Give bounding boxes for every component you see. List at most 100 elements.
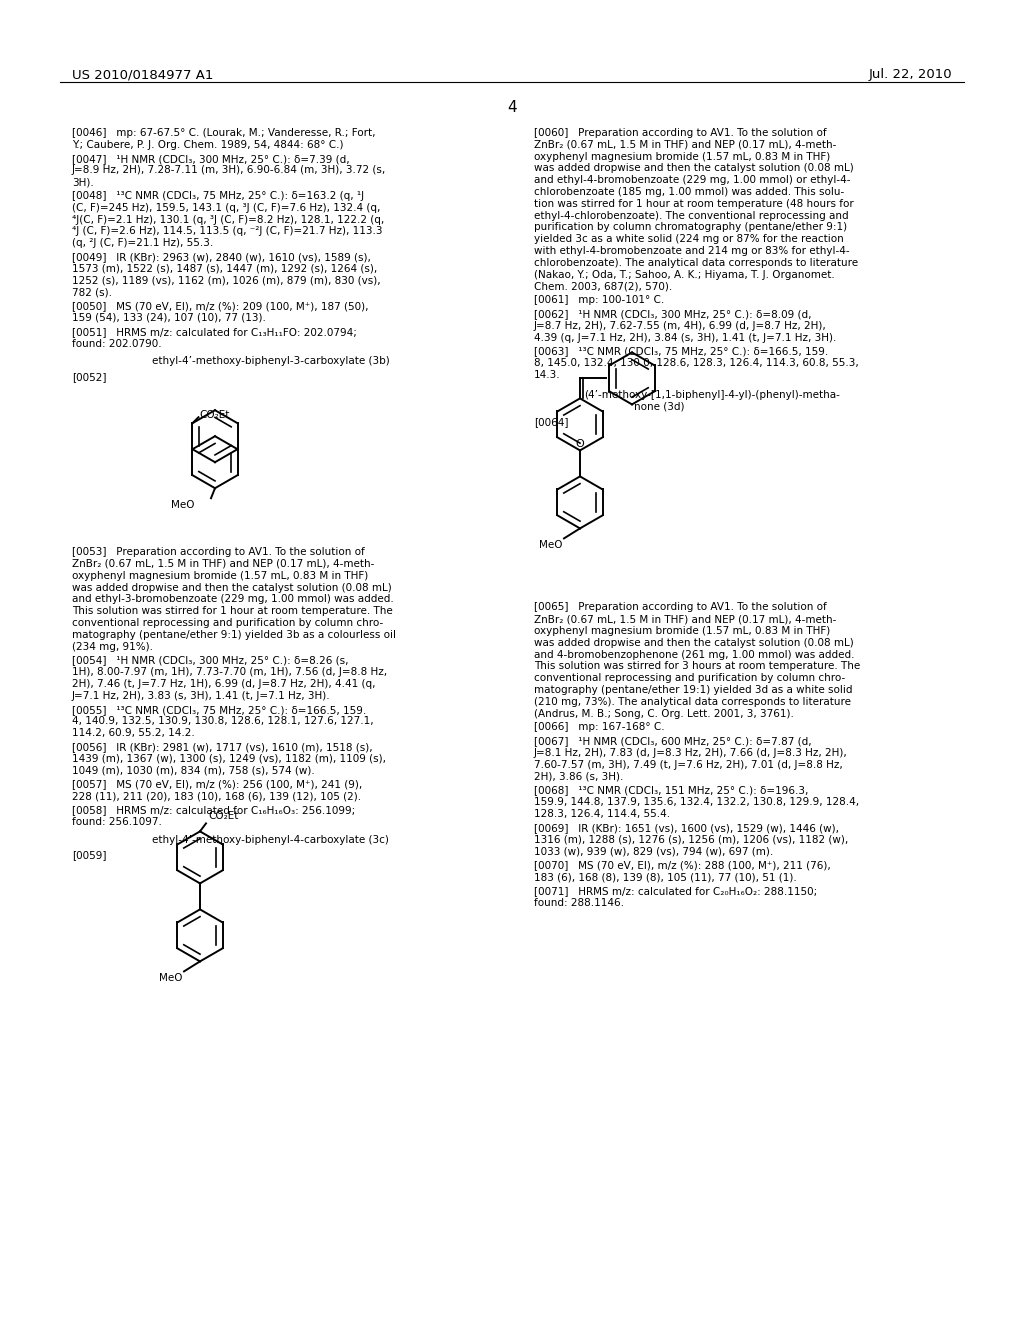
Text: [0048]   ¹³C NMR (CDCl₃, 75 MHz, 25° C.): δ=163.2 (q, ¹J: [0048] ¹³C NMR (CDCl₃, 75 MHz, 25° C.): … [72, 191, 365, 201]
Text: 4, 140.9, 132.5, 130.9, 130.8, 128.6, 128.1, 127.6, 127.1,: 4, 140.9, 132.5, 130.9, 130.8, 128.6, 12… [72, 717, 374, 726]
Text: 159.9, 144.8, 137.9, 135.6, 132.4, 132.2, 130.8, 129.9, 128.4,: 159.9, 144.8, 137.9, 135.6, 132.4, 132.2… [534, 797, 859, 808]
Text: 1573 (m), 1522 (s), 1487 (s), 1447 (m), 1292 (s), 1264 (s),: 1573 (m), 1522 (s), 1487 (s), 1447 (m), … [72, 264, 377, 273]
Text: [0057]   MS (70 eV, EI), m/z (%): 256 (100, M⁺), 241 (9),: [0057] MS (70 eV, EI), m/z (%): 256 (100… [72, 779, 362, 789]
Text: 1049 (m), 1030 (m), 834 (m), 758 (s), 574 (w).: 1049 (m), 1030 (m), 834 (m), 758 (s), 57… [72, 766, 314, 776]
Text: 3H).: 3H). [72, 177, 94, 187]
Text: [0049]   IR (KBr): 2963 (w), 2840 (w), 1610 (vs), 1589 (s),: [0049] IR (KBr): 2963 (w), 2840 (w), 161… [72, 252, 371, 261]
Text: ⁴J (C, F)=2.6 Hz), 114.5, 113.5 (q, ⁻²J (C, F)=21.7 Hz), 113.3: ⁴J (C, F)=2.6 Hz), 114.5, 113.5 (q, ⁻²J … [72, 227, 383, 236]
Text: 2H), 3.86 (s, 3H).: 2H), 3.86 (s, 3H). [534, 772, 624, 781]
Text: [0071]   HRMS m/z: calculated for C₂₀H₁₆O₂: 288.1150;: [0071] HRMS m/z: calculated for C₂₀H₁₆O₂… [534, 886, 817, 896]
Text: chlorobenzoate (185 mg, 1.00 mmol) was added. This solu-: chlorobenzoate (185 mg, 1.00 mmol) was a… [534, 187, 844, 197]
Text: J=8.7 Hz, 2H), 7.62-7.55 (m, 4H), 6.99 (d, J=8.7 Hz, 2H),: J=8.7 Hz, 2H), 7.62-7.55 (m, 4H), 6.99 (… [534, 321, 826, 331]
Text: was added dropwise and then the catalyst solution (0.08 mL): was added dropwise and then the catalyst… [72, 582, 392, 593]
Text: ZnBr₂ (0.67 mL, 1.5 M in THF) and NEP (0.17 mL), 4-meth-: ZnBr₂ (0.67 mL, 1.5 M in THF) and NEP (0… [534, 140, 837, 149]
Text: [0064]: [0064] [534, 417, 568, 428]
Text: (210 mg, 73%). The analytical data corresponds to literature: (210 mg, 73%). The analytical data corre… [534, 697, 851, 706]
Text: J=8.9 Hz, 2H), 7.28-7.11 (m, 3H), 6.90-6.84 (m, 3H), 3.72 (s,: J=8.9 Hz, 2H), 7.28-7.11 (m, 3H), 6.90-6… [72, 165, 386, 176]
Text: oxyphenyl magnesium bromide (1.57 mL, 0.83 M in THF): oxyphenyl magnesium bromide (1.57 mL, 0.… [72, 570, 369, 581]
Text: found: 202.0790.: found: 202.0790. [72, 339, 162, 348]
Text: [0052]: [0052] [72, 372, 106, 383]
Text: [0067]   ¹H NMR (CDCl₃, 600 MHz, 25° C.): δ=7.87 (d,: [0067] ¹H NMR (CDCl₃, 600 MHz, 25° C.): … [534, 737, 812, 746]
Text: oxyphenyl magnesium bromide (1.57 mL, 0.83 M in THF): oxyphenyl magnesium bromide (1.57 mL, 0.… [534, 152, 830, 161]
Text: chlorobenzoate). The analytical data corresponds to literature: chlorobenzoate). The analytical data cor… [534, 257, 858, 268]
Text: MeO: MeO [171, 500, 195, 511]
Text: [0060]   Preparation according to AV1. To the solution of: [0060] Preparation according to AV1. To … [534, 128, 826, 139]
Text: [0053]   Preparation according to AV1. To the solution of: [0053] Preparation according to AV1. To … [72, 548, 365, 557]
Text: 7.60-7.57 (m, 3H), 7.49 (t, J=7.6 Hz, 2H), 7.01 (d, J=8.8 Hz,: 7.60-7.57 (m, 3H), 7.49 (t, J=7.6 Hz, 2H… [534, 760, 843, 770]
Text: [0050]   MS (70 eV, EI), m/z (%): 209 (100, M⁺), 187 (50),: [0050] MS (70 eV, EI), m/z (%): 209 (100… [72, 301, 369, 312]
Text: was added dropwise and then the catalyst solution (0.08 mL): was added dropwise and then the catalyst… [534, 638, 854, 648]
Text: and ethyl-3-bromobenzoate (229 mg, 1.00 mmol) was added.: and ethyl-3-bromobenzoate (229 mg, 1.00 … [72, 594, 394, 605]
Text: CO₂Et: CO₂Et [200, 411, 229, 420]
Text: none (3d): none (3d) [634, 401, 684, 412]
Text: oxyphenyl magnesium bromide (1.57 mL, 0.83 M in THF): oxyphenyl magnesium bromide (1.57 mL, 0.… [534, 626, 830, 636]
Text: Chem. 2003, 687(2), 570).: Chem. 2003, 687(2), 570). [534, 281, 672, 292]
Text: [0061]   mp: 100-101° C.: [0061] mp: 100-101° C. [534, 296, 665, 305]
Text: [0069]   IR (KBr): 1651 (vs), 1600 (vs), 1529 (w), 1446 (w),: [0069] IR (KBr): 1651 (vs), 1600 (vs), 1… [534, 822, 839, 833]
Text: MeO: MeO [159, 973, 182, 983]
Text: (4’-methoxy-[1,1-biphenyl]-4-yl)-(phenyl)-metha-: (4’-methoxy-[1,1-biphenyl]-4-yl)-(phenyl… [584, 389, 840, 400]
Text: Jul. 22, 2010: Jul. 22, 2010 [868, 69, 952, 81]
Text: [0068]   ¹³C NMR (CDCl₃, 151 MHz, 25° C.): δ=196.3,: [0068] ¹³C NMR (CDCl₃, 151 MHz, 25° C.):… [534, 785, 808, 796]
Text: ethyl-4-chlorobenzoate). The conventional reprocessing and: ethyl-4-chlorobenzoate). The conventiona… [534, 211, 849, 220]
Text: [0066]   mp: 167-168° C.: [0066] mp: 167-168° C. [534, 722, 665, 733]
Text: CO₂Et: CO₂Et [208, 812, 239, 821]
Text: 4.39 (q, J=7.1 Hz, 2H), 3.84 (s, 3H), 1.41 (t, J=7.1 Hz, 3H).: 4.39 (q, J=7.1 Hz, 2H), 3.84 (s, 3H), 1.… [534, 333, 837, 343]
Text: 4: 4 [507, 100, 517, 115]
Text: [0070]   MS (70 eV, EI), m/z (%): 288 (100, M⁺), 211 (76),: [0070] MS (70 eV, EI), m/z (%): 288 (100… [534, 861, 830, 870]
Text: (q, ²J (C, F)=21.1 Hz), 55.3.: (q, ²J (C, F)=21.1 Hz), 55.3. [72, 238, 213, 248]
Text: [0056]   IR (KBr): 2981 (w), 1717 (vs), 1610 (m), 1518 (s),: [0056] IR (KBr): 2981 (w), 1717 (vs), 16… [72, 742, 373, 752]
Text: 782 (s).: 782 (s). [72, 288, 112, 297]
Text: 1316 (m), 1288 (s), 1276 (s), 1256 (m), 1206 (vs), 1182 (w),: 1316 (m), 1288 (s), 1276 (s), 1256 (m), … [534, 834, 848, 845]
Text: ethyl-4’-methoxy-biphenyl-4-carboxylate (3c): ethyl-4’-methoxy-biphenyl-4-carboxylate … [152, 834, 389, 845]
Text: found: 288.1146.: found: 288.1146. [534, 898, 624, 908]
Text: [0065]   Preparation according to AV1. To the solution of: [0065] Preparation according to AV1. To … [534, 602, 826, 612]
Text: 228 (11), 211 (20), 183 (10), 168 (6), 139 (12), 105 (2).: 228 (11), 211 (20), 183 (10), 168 (6), 1… [72, 791, 361, 801]
Text: ⁴J(C, F)=2.1 Hz), 130.1 (q, ³J (C, F)=8.2 Hz), 128.1, 122.2 (q,: ⁴J(C, F)=2.1 Hz), 130.1 (q, ³J (C, F)=8.… [72, 215, 384, 224]
Text: [0054]   ¹H NMR (CDCl₃, 300 MHz, 25° C.): δ=8.26 (s,: [0054] ¹H NMR (CDCl₃, 300 MHz, 25° C.): … [72, 656, 348, 665]
Text: conventional reprocessing and purification by column chro-: conventional reprocessing and purificati… [72, 618, 383, 628]
Text: (C, F)=245 Hz), 159.5, 143.1 (q, ³J (C, F)=7.6 Hz), 132.4 (q,: (C, F)=245 Hz), 159.5, 143.1 (q, ³J (C, … [72, 203, 380, 213]
Text: 1252 (s), 1189 (vs), 1162 (m), 1026 (m), 879 (m), 830 (vs),: 1252 (s), 1189 (vs), 1162 (m), 1026 (m),… [72, 276, 381, 285]
Text: 1H), 8.00-7.97 (m, 1H), 7.73-7.70 (m, 1H), 7.56 (d, J=8.8 Hz,: 1H), 8.00-7.97 (m, 1H), 7.73-7.70 (m, 1H… [72, 667, 387, 677]
Text: [0059]: [0059] [72, 850, 106, 861]
Text: 159 (54), 133 (24), 107 (10), 77 (13).: 159 (54), 133 (24), 107 (10), 77 (13). [72, 313, 266, 323]
Text: [0058]   HRMS m/z: calculated for C₁₆H₁₆O₃: 256.1099;: [0058] HRMS m/z: calculated for C₁₆H₁₆O₃… [72, 805, 355, 814]
Text: US 2010/0184977 A1: US 2010/0184977 A1 [72, 69, 213, 81]
Text: (234 mg, 91%).: (234 mg, 91%). [72, 642, 153, 652]
Text: Y.; Caubere, P. J. Org. Chem. 1989, 54, 4844: 68° C.): Y.; Caubere, P. J. Org. Chem. 1989, 54, … [72, 140, 343, 149]
Text: 8, 145.0, 132.4, 130.0, 128.6, 128.3, 126.4, 114.3, 60.8, 55.3,: 8, 145.0, 132.4, 130.0, 128.6, 128.3, 12… [534, 358, 859, 368]
Text: yielded 3c as a white solid (224 mg or 87% for the reaction: yielded 3c as a white solid (224 mg or 8… [534, 234, 844, 244]
Text: [0051]   HRMS m/z: calculated for C₁₃H₁₁FO: 202.0794;: [0051] HRMS m/z: calculated for C₁₃H₁₁FO… [72, 327, 357, 337]
Text: [0063]   ¹³C NMR (CDCl₃, 75 MHz, 25° C.): δ=166.5, 159.: [0063] ¹³C NMR (CDCl₃, 75 MHz, 25° C.): … [534, 346, 828, 356]
Text: purification by column chromatography (pentane/ether 9:1): purification by column chromatography (p… [534, 222, 847, 232]
Text: ZnBr₂ (0.67 mL, 1.5 M in THF) and NEP (0.17 mL), 4-meth-: ZnBr₂ (0.67 mL, 1.5 M in THF) and NEP (0… [534, 614, 837, 624]
Text: matography (pentane/ether 19:1) yielded 3d as a white solid: matography (pentane/ether 19:1) yielded … [534, 685, 853, 696]
Text: ethyl-4’-methoxy-biphenyl-3-carboxylate (3b): ethyl-4’-methoxy-biphenyl-3-carboxylate … [152, 356, 390, 367]
Text: 114.2, 60.9, 55.2, 14.2.: 114.2, 60.9, 55.2, 14.2. [72, 729, 195, 738]
Text: [0062]   ¹H NMR (CDCl₃, 300 MHz, 25° C.): δ=8.09 (d,: [0062] ¹H NMR (CDCl₃, 300 MHz, 25° C.): … [534, 309, 811, 319]
Text: [0046]   mp: 67-67.5° C. (Lourak, M.; Vanderesse, R.; Fort,: [0046] mp: 67-67.5° C. (Lourak, M.; Vand… [72, 128, 376, 139]
Text: matography (pentane/ether 9:1) yielded 3b as a colourless oil: matography (pentane/ether 9:1) yielded 3… [72, 630, 396, 640]
Text: and ethyl-4-bromobenzoate (229 mg, 1.00 mmol) or ethyl-4-: and ethyl-4-bromobenzoate (229 mg, 1.00 … [534, 176, 851, 185]
Text: (Nakao, Y.; Oda, T.; Sahoo, A. K.; Hiyama, T. J. Organomet.: (Nakao, Y.; Oda, T.; Sahoo, A. K.; Hiyam… [534, 269, 835, 280]
Text: was added dropwise and then the catalyst solution (0.08 mL): was added dropwise and then the catalyst… [534, 164, 854, 173]
Text: (Andrus, M. B.; Song, C. Org. Lett. 2001, 3, 3761).: (Andrus, M. B.; Song, C. Org. Lett. 2001… [534, 709, 794, 718]
Text: O: O [575, 440, 584, 449]
Text: 2H), 7.46 (t, J=7.7 Hz, 1H), 6.99 (d, J=8.7 Hz, 2H), 4.41 (q,: 2H), 7.46 (t, J=7.7 Hz, 1H), 6.99 (d, J=… [72, 678, 376, 689]
Text: 1439 (m), 1367 (w), 1300 (s), 1249 (vs), 1182 (m), 1109 (s),: 1439 (m), 1367 (w), 1300 (s), 1249 (vs),… [72, 754, 386, 764]
Text: with ethyl-4-bromobenzoate and 214 mg or 83% for ethyl-4-: with ethyl-4-bromobenzoate and 214 mg or… [534, 246, 850, 256]
Text: conventional reprocessing and purification by column chro-: conventional reprocessing and purificati… [534, 673, 845, 684]
Text: and 4-bromobenzophenone (261 mg, 1.00 mmol) was added.: and 4-bromobenzophenone (261 mg, 1.00 mm… [534, 649, 854, 660]
Text: found: 256.1097.: found: 256.1097. [72, 817, 162, 826]
Text: tion was stirred for 1 hour at room temperature (48 hours for: tion was stirred for 1 hour at room temp… [534, 199, 854, 209]
Text: This solution was stirred for 3 hours at room temperature. The: This solution was stirred for 3 hours at… [534, 661, 860, 672]
Text: This solution was stirred for 1 hour at room temperature. The: This solution was stirred for 1 hour at … [72, 606, 393, 616]
Text: J=7.1 Hz, 2H), 3.83 (s, 3H), 1.41 (t, J=7.1 Hz, 3H).: J=7.1 Hz, 2H), 3.83 (s, 3H), 1.41 (t, J=… [72, 690, 331, 701]
Text: J=8.1 Hz, 2H), 7.83 (d, J=8.3 Hz, 2H), 7.66 (d, J=8.3 Hz, 2H),: J=8.1 Hz, 2H), 7.83 (d, J=8.3 Hz, 2H), 7… [534, 748, 848, 758]
Text: 183 (6), 168 (8), 139 (8), 105 (11), 77 (10), 51 (1).: 183 (6), 168 (8), 139 (8), 105 (11), 77 … [534, 873, 797, 882]
Text: ZnBr₂ (0.67 mL, 1.5 M in THF) and NEP (0.17 mL), 4-meth-: ZnBr₂ (0.67 mL, 1.5 M in THF) and NEP (0… [72, 558, 375, 569]
Text: [0055]   ¹³C NMR (CDCl₃, 75 MHz, 25° C.): δ=166.5, 159.: [0055] ¹³C NMR (CDCl₃, 75 MHz, 25° C.): … [72, 705, 367, 714]
Text: [0047]   ¹H NMR (CDCl₃, 300 MHz, 25° C.): δ=7.39 (d,: [0047] ¹H NMR (CDCl₃, 300 MHz, 25° C.): … [72, 153, 349, 164]
Text: 1033 (w), 939 (w), 829 (vs), 794 (w), 697 (m).: 1033 (w), 939 (w), 829 (vs), 794 (w), 69… [534, 846, 773, 857]
